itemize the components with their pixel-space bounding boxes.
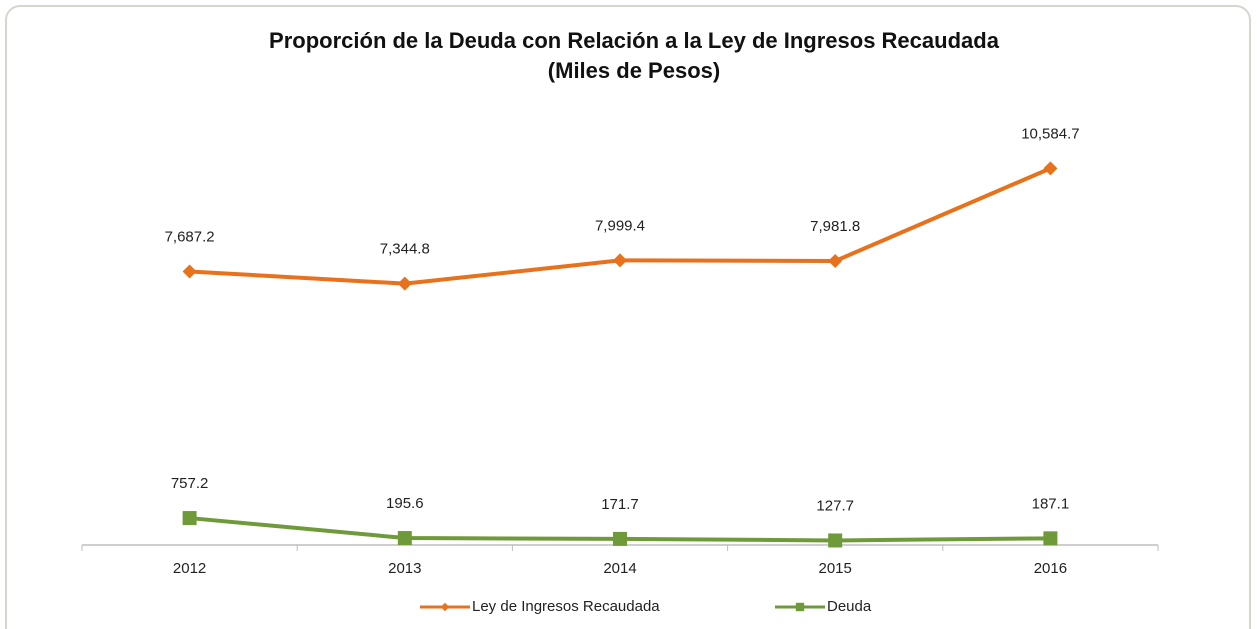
- data-label: 7,981.8: [810, 218, 860, 235]
- legend-label: Ley de Ingresos Recaudada: [472, 598, 660, 615]
- data-point: [613, 531, 627, 546]
- data-point: [613, 253, 627, 268]
- data-label: 7,344.8: [380, 241, 430, 258]
- x-tick-label: 2014: [603, 560, 636, 577]
- data-label: 7,999.4: [595, 217, 645, 234]
- x-tick-label: 2012: [173, 560, 206, 577]
- chart-frame: [5, 5, 1251, 629]
- data-label: 195.6: [386, 495, 424, 512]
- x-tick-label: 2015: [819, 560, 852, 577]
- data-point: [182, 264, 197, 279]
- data-label: 127.7: [816, 497, 854, 514]
- legend-label: Deuda: [827, 598, 872, 615]
- data-point: [1043, 531, 1058, 546]
- data-point: [828, 533, 843, 548]
- legend-marker: [795, 602, 805, 612]
- data-point: [397, 276, 412, 291]
- data-label: 757.2: [171, 475, 209, 492]
- data-label: 187.1: [1032, 495, 1070, 512]
- data-label: 10,584.7: [1021, 125, 1079, 142]
- data-point: [397, 531, 412, 546]
- data-point: [828, 253, 843, 268]
- x-tick-label: 2013: [388, 560, 421, 577]
- data-point: [182, 511, 197, 526]
- data-label: 7,687.2: [165, 228, 215, 245]
- data-label: 171.7: [601, 496, 639, 513]
- data-point: [1043, 161, 1058, 176]
- chart-title: Proporción de la Deuda con Relación a la…: [269, 28, 1000, 53]
- legend-marker: [440, 602, 450, 612]
- x-tick-label: 2016: [1034, 560, 1067, 577]
- chart-subtitle: (Miles de Pesos): [548, 58, 720, 83]
